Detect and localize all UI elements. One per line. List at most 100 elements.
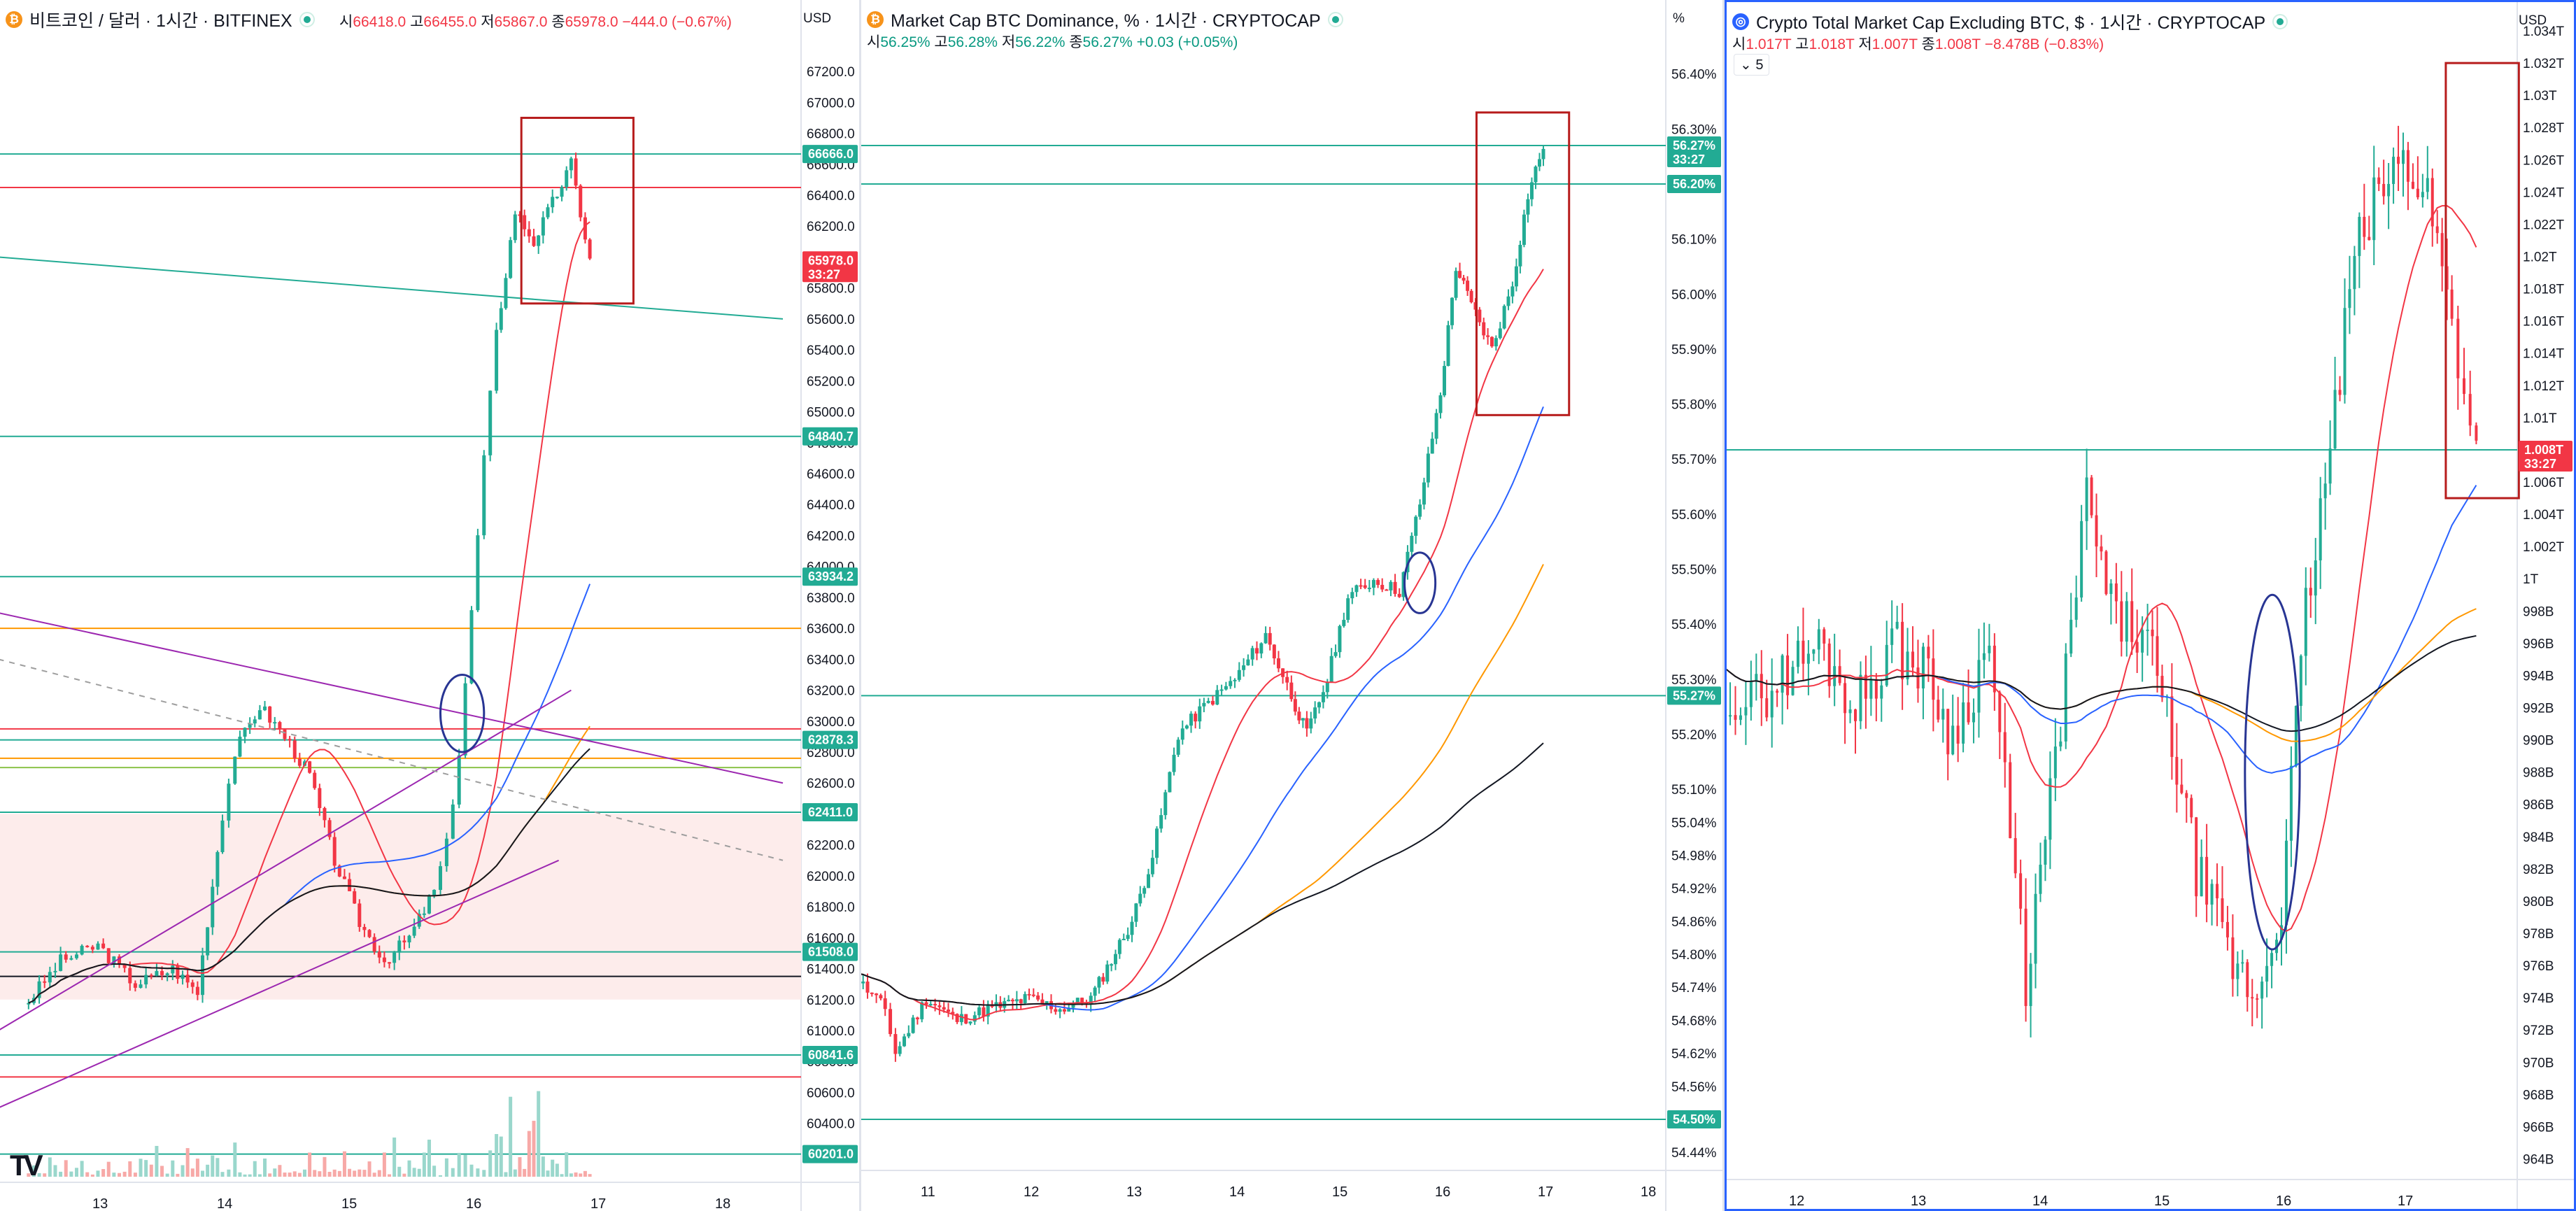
volume-bar xyxy=(288,1173,292,1177)
candle-body xyxy=(133,983,137,988)
volume-bar xyxy=(382,1152,386,1177)
x-tick-label: 15 xyxy=(2154,1194,2170,1209)
candle-body xyxy=(1869,679,1873,699)
candle-body xyxy=(1250,648,1254,660)
candle-body xyxy=(513,214,517,241)
y-tick-label: 1.026T xyxy=(2523,153,2565,168)
candle-body xyxy=(1075,998,1080,1005)
volume-bar xyxy=(513,1169,517,1177)
candle-body xyxy=(1159,815,1163,829)
candle-body xyxy=(911,1017,915,1033)
y-tick-label: 1.004T xyxy=(2523,508,2565,523)
x-tick-label: 13 xyxy=(1911,1194,1926,1209)
volume-bar xyxy=(101,1169,106,1177)
btc-usd-chart[interactable]: 67200.067000.066800.066600.066400.066200… xyxy=(0,0,859,1211)
candle-body xyxy=(2251,997,2254,999)
candle-body xyxy=(2014,838,2017,874)
y-tick-label: 63200.0 xyxy=(807,684,855,699)
candle-body xyxy=(2104,551,2108,595)
highlight-box xyxy=(2444,62,2520,500)
volume-bar xyxy=(499,1136,503,1177)
candle-body xyxy=(1354,585,1359,593)
candle-body xyxy=(1321,692,1325,702)
volume-bar xyxy=(297,1173,302,1177)
candle-body xyxy=(1458,271,1462,278)
candle-body xyxy=(2338,390,2342,395)
volume-bar xyxy=(283,1173,287,1177)
candle-body xyxy=(2225,921,2229,937)
y-tick-label: 1.018T xyxy=(2523,283,2565,297)
panel-2-unit[interactable]: % xyxy=(1673,11,1685,26)
candle-body xyxy=(555,197,559,199)
candle-body xyxy=(323,808,327,821)
y-tick-label: 998B xyxy=(2523,604,2554,619)
indicators-toggle[interactable]: ⌄ 5 xyxy=(1734,54,1770,76)
panel-divider[interactable] xyxy=(859,0,861,1211)
price-label-badge xyxy=(1667,136,1721,167)
candle-body xyxy=(1010,1000,1014,1002)
price-label-badge xyxy=(1667,686,1721,705)
candle-body xyxy=(2463,378,2465,395)
candle-body xyxy=(372,937,376,952)
candle-body xyxy=(358,903,362,927)
candle-body xyxy=(2029,963,2032,1007)
volume-bar xyxy=(144,1160,148,1177)
candle-body xyxy=(2024,908,2027,1007)
candle-body xyxy=(1040,999,1045,1004)
candle-body xyxy=(1285,677,1289,683)
volume-bar xyxy=(206,1164,210,1177)
range-zone xyxy=(0,814,801,1000)
candle-body xyxy=(2135,642,2139,653)
candle-body xyxy=(297,758,302,766)
y-tick-label: 54.68% xyxy=(1671,1014,1717,1028)
panel-1-ohlc: 시66418.0 고66455.0 저65867.0 종65978.0 −444… xyxy=(339,10,732,31)
panel-3-unit[interactable]: USD xyxy=(2519,13,2547,28)
candle-body xyxy=(2402,150,2405,164)
volume-bar xyxy=(176,1173,180,1177)
candle-body xyxy=(27,1003,31,1005)
price-label-text: 55.27% xyxy=(1673,688,1715,702)
candle-body xyxy=(1219,689,1224,691)
candle-body xyxy=(1130,921,1134,935)
panel-2-header: ₿ Market Cap BTC Dominance, % · 1시간 · CR… xyxy=(867,7,1343,32)
candle-body xyxy=(1454,271,1458,298)
candle-body xyxy=(1498,328,1502,339)
tradingview-logo[interactable]: TV xyxy=(10,1149,43,1182)
total2-chart[interactable]: 1.034T 1.032T 1.03T 1.028T 1.026T 1.024T 1.022… xyxy=(1727,2,2574,1209)
candle-body xyxy=(139,984,143,988)
candle-body xyxy=(2009,762,2012,839)
candle-body xyxy=(928,1004,933,1006)
candle-body xyxy=(1478,309,1482,323)
price-label-text: 56.27% xyxy=(1673,139,1715,153)
volume-bar xyxy=(358,1169,362,1177)
candle-body xyxy=(1371,580,1375,588)
candle-body xyxy=(1916,667,1920,689)
candle-body xyxy=(2019,873,2023,909)
candle-body xyxy=(1264,632,1268,644)
candle-body xyxy=(2256,998,2259,1000)
candle-body xyxy=(2270,953,2274,966)
candle-body xyxy=(1791,667,1795,695)
panel-1-unit[interactable]: USD xyxy=(803,11,832,26)
panel-total2[interactable]: 1.034T 1.032T 1.03T 1.028T 1.026T 1.024T 1.022… xyxy=(1725,0,2576,1211)
volume-bar xyxy=(171,1160,175,1177)
panel-btc-usd[interactable]: 67200.0 67000.0 66800.0 66600.0 66400.0 66200… xyxy=(0,0,859,1211)
volume-bar xyxy=(313,1170,317,1177)
candle-body xyxy=(2377,177,2381,184)
highlight-ellipse xyxy=(439,673,486,753)
btc-dominance-chart[interactable]: 56.40% 56.30% 56.20% 56.10% 56.00% 55.90% 55.8… xyxy=(861,0,1722,1211)
candle-body xyxy=(2353,255,2356,290)
price-label-badge xyxy=(802,803,858,822)
candle-body xyxy=(402,940,406,943)
candle-body xyxy=(362,926,367,930)
panel-divider[interactable] xyxy=(1722,0,1725,1211)
panel-btc-dominance[interactable]: 56.40% 56.30% 56.20% 56.10% 56.00% 55.90% 55.8… xyxy=(861,0,1722,1211)
candle-body xyxy=(227,784,231,821)
candle-body xyxy=(1967,702,1970,723)
volume-bar xyxy=(323,1156,327,1177)
price-label-text: 1.008T xyxy=(2524,443,2563,457)
candle-body xyxy=(476,535,480,611)
volume-bar xyxy=(133,1173,137,1177)
candle-body xyxy=(2109,583,2113,595)
volume-bar xyxy=(43,1173,47,1177)
